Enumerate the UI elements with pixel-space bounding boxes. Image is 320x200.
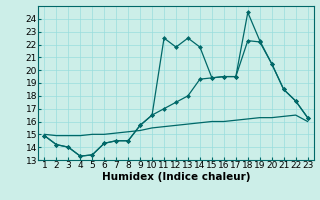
X-axis label: Humidex (Indice chaleur): Humidex (Indice chaleur) [102, 172, 250, 182]
